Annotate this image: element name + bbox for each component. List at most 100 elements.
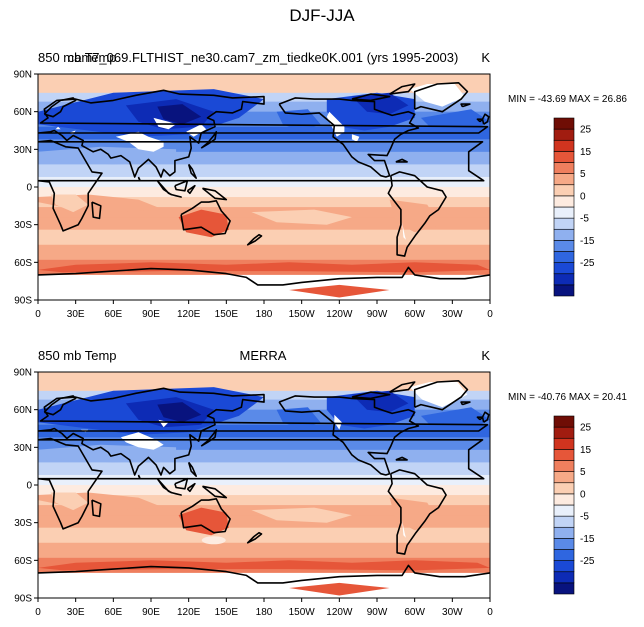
- temperature-band: [38, 485, 490, 496]
- temperature-band: [38, 229, 490, 246]
- colorbar-label: 0: [580, 489, 586, 500]
- x-tick-label: 30W: [442, 607, 463, 618]
- x-tick-label: 60E: [104, 309, 122, 320]
- y-tick-label: 90N: [14, 70, 32, 81]
- colorbar-swatch: [553, 251, 575, 263]
- temperature-region: [251, 209, 352, 225]
- colorbar-swatch: [553, 162, 575, 174]
- temperature-band: [38, 515, 490, 529]
- temperature-region: [157, 402, 202, 423]
- temperature-region: [50, 492, 89, 511]
- temperature-region: [38, 444, 177, 463]
- temperature-band: [38, 572, 490, 598]
- x-tick-label: 30E: [67, 309, 85, 320]
- temperature-region: [351, 92, 409, 115]
- coastline: [200, 428, 218, 447]
- x-tick-label: 120W: [326, 607, 353, 618]
- coastline: [174, 477, 189, 490]
- temperature-region: [420, 407, 490, 433]
- coastline: [180, 200, 231, 236]
- x-tick-label: 90W: [367, 309, 388, 320]
- coastline: [351, 93, 391, 102]
- x-tick-label: 180: [256, 309, 273, 320]
- colorbar-label: -15: [580, 534, 595, 545]
- coastline: [137, 176, 141, 181]
- x-tick-label: 90E: [142, 607, 160, 618]
- colorbar-swatch: [553, 493, 575, 506]
- y-tick-label: 90N: [14, 368, 32, 379]
- coastline: [38, 437, 485, 530]
- temperature-region: [38, 560, 490, 571]
- temperature-region: [289, 582, 390, 596]
- colorbar-swatch: [553, 460, 575, 472]
- x-tick-label: 150E: [215, 309, 239, 320]
- missing-data-region: [326, 111, 345, 137]
- colorbar-swatch: [553, 471, 575, 484]
- coastline: [170, 193, 182, 198]
- coastline: [91, 499, 102, 518]
- panel-right-title: K: [481, 348, 490, 363]
- temperature-region: [289, 284, 390, 298]
- colorbar-swatch: [553, 571, 575, 584]
- y-tick-label: 30N: [14, 443, 32, 454]
- temperature-band: [38, 244, 490, 261]
- x-tick-label: 120E: [177, 309, 201, 320]
- missing-data-region: [120, 432, 164, 450]
- temperature-region: [276, 407, 321, 430]
- temperature-region: [276, 109, 321, 132]
- colorbar-swatch: [553, 262, 575, 275]
- coastline: [460, 103, 471, 108]
- y-tick-label: 30S: [14, 518, 32, 529]
- panel-merra: 850 mb Temp MERRA K MIN = -40.76 MAX = 2…: [14, 348, 628, 618]
- coastline: [38, 89, 489, 178]
- temperature-band: [38, 399, 490, 411]
- x-tick-label: 0: [487, 607, 493, 618]
- panel-center-title: cam7_069.FLTHIST_ne30.cam7_zm_tiedke0K.0…: [68, 50, 459, 65]
- coastline: [460, 401, 471, 406]
- colorbar-swatch: [553, 526, 575, 539]
- coastline: [476, 416, 484, 421]
- map-area: [37, 73, 491, 301]
- coastline: [170, 491, 182, 496]
- colorbar-swatch: [553, 184, 575, 197]
- colorbar-swatch: [553, 206, 575, 219]
- colorbar-swatch: [553, 582, 575, 595]
- colorbar-label: -15: [580, 236, 595, 247]
- colorbar-swatch: [553, 482, 575, 495]
- x-tick-label: 90E: [142, 309, 160, 320]
- coastline: [91, 201, 102, 220]
- coastline: [389, 83, 416, 95]
- coastline: [413, 82, 469, 113]
- y-tick-label: 60N: [14, 107, 32, 118]
- temperature-band: [38, 164, 490, 178]
- missing-data-region: [55, 126, 61, 130]
- temperature-band: [38, 101, 490, 113]
- x-tick-label: 150E: [215, 607, 239, 618]
- temperature-band: [38, 274, 490, 300]
- x-tick-label: 60W: [404, 607, 425, 618]
- stats-label: MIN = -40.76 MAX = 20.41: [508, 392, 627, 403]
- x-tick-label: 150W: [289, 607, 316, 618]
- coastline: [137, 474, 141, 479]
- y-tick-label: 0: [26, 183, 32, 194]
- colorbar-swatch: [553, 173, 575, 186]
- temperature-band: [38, 474, 490, 486]
- colorbar-label: 5: [580, 467, 586, 478]
- colorbar-label: 25: [580, 423, 592, 434]
- coastline: [38, 387, 489, 476]
- colorbar-label: 15: [580, 445, 592, 456]
- colorbar-swatch: [553, 426, 575, 439]
- map-area: [37, 371, 491, 599]
- panel-center-title: MERRA: [240, 348, 287, 363]
- coastline: [38, 266, 490, 286]
- temperature-band: [38, 495, 490, 506]
- colorbar-swatch: [553, 284, 575, 297]
- colorbar-swatch: [553, 549, 575, 561]
- x-tick-label: 0: [487, 309, 493, 320]
- temperature-region: [351, 390, 409, 413]
- temperature-band: [38, 542, 490, 559]
- axes: 0 30E 60E 90E 120E 150E 180 150W 120W 90W 60W 30W 09…: [14, 70, 494, 321]
- colorbar-swatch: [553, 560, 575, 573]
- coastline: [38, 139, 485, 232]
- x-tick-label: 150W: [289, 309, 316, 320]
